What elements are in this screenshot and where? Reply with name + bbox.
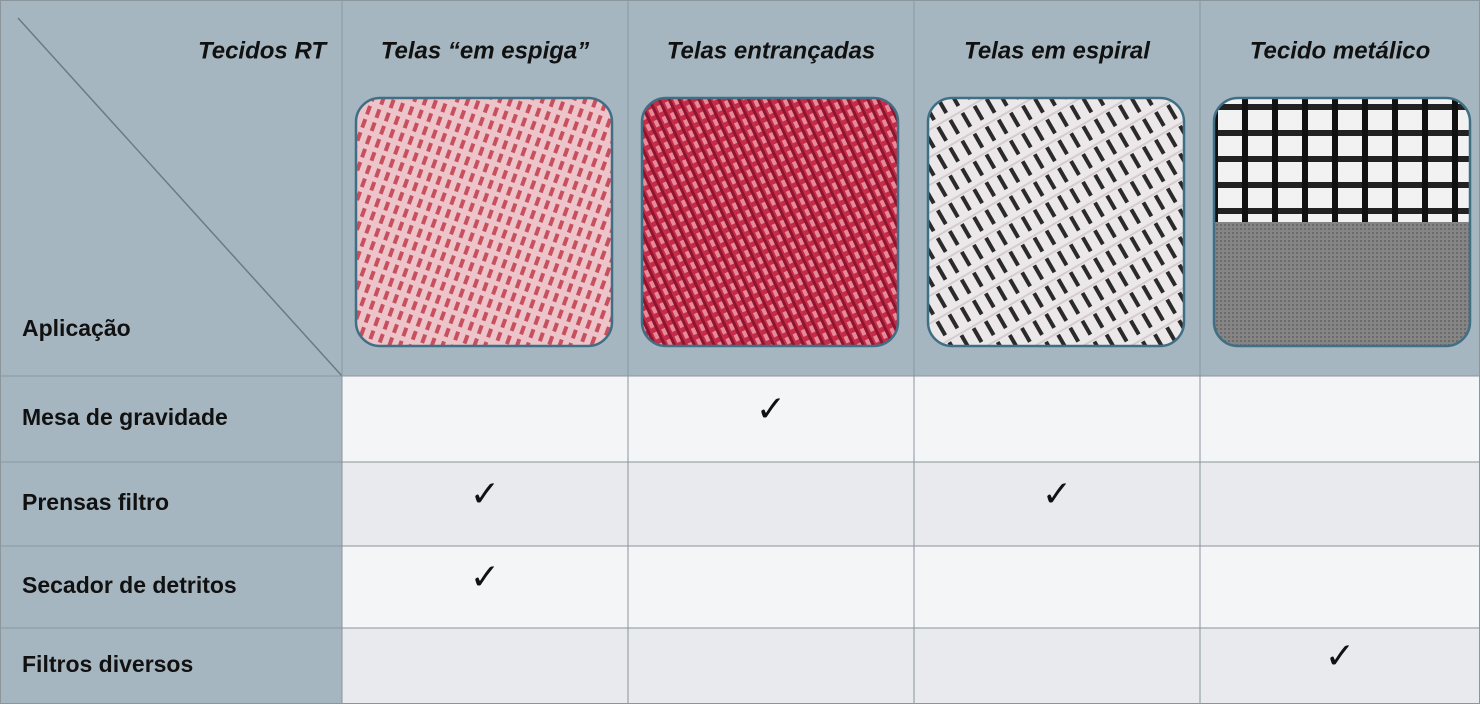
- corner-diagonal: [17, 17, 343, 377]
- image-border: [1212, 96, 1472, 348]
- row-label: Secador de detritos: [22, 572, 237, 598]
- fabric-image: [354, 96, 614, 348]
- fabric-image: [926, 96, 1186, 348]
- check-mark: ✓: [470, 557, 500, 598]
- row-label: Prensas filtro: [22, 489, 169, 515]
- column-title: Telas em espiral: [964, 37, 1151, 64]
- check-mark: ✓: [1042, 474, 1072, 515]
- check-mark: ✓: [1325, 636, 1355, 677]
- fabric-image: [1214, 222, 1470, 346]
- column-title: Telas “em espiga”: [381, 37, 590, 64]
- row-cells: [342, 546, 1480, 628]
- row-cells: [342, 628, 1480, 704]
- corner-top-label: Tecidos RT: [198, 37, 328, 64]
- row-cells: [342, 462, 1480, 546]
- column-title: Tecido metálico: [1250, 37, 1431, 64]
- row-label-cell: [0, 546, 342, 628]
- row-label-cell: [0, 462, 342, 546]
- fabric-image: [1214, 98, 1470, 222]
- row-label-cell: [0, 376, 342, 462]
- row-label: Filtros diversos: [22, 651, 193, 677]
- column-title: Telas entrançadas: [667, 37, 876, 64]
- corner-bottom-label: Aplicação: [22, 315, 131, 341]
- check-mark: ✓: [470, 474, 500, 515]
- fabric-image: [640, 96, 900, 348]
- row-label: Mesa de gravidade: [22, 404, 228, 430]
- row-cells: [342, 376, 1480, 462]
- check-mark: ✓: [756, 389, 786, 430]
- row-label-cell: [0, 628, 342, 704]
